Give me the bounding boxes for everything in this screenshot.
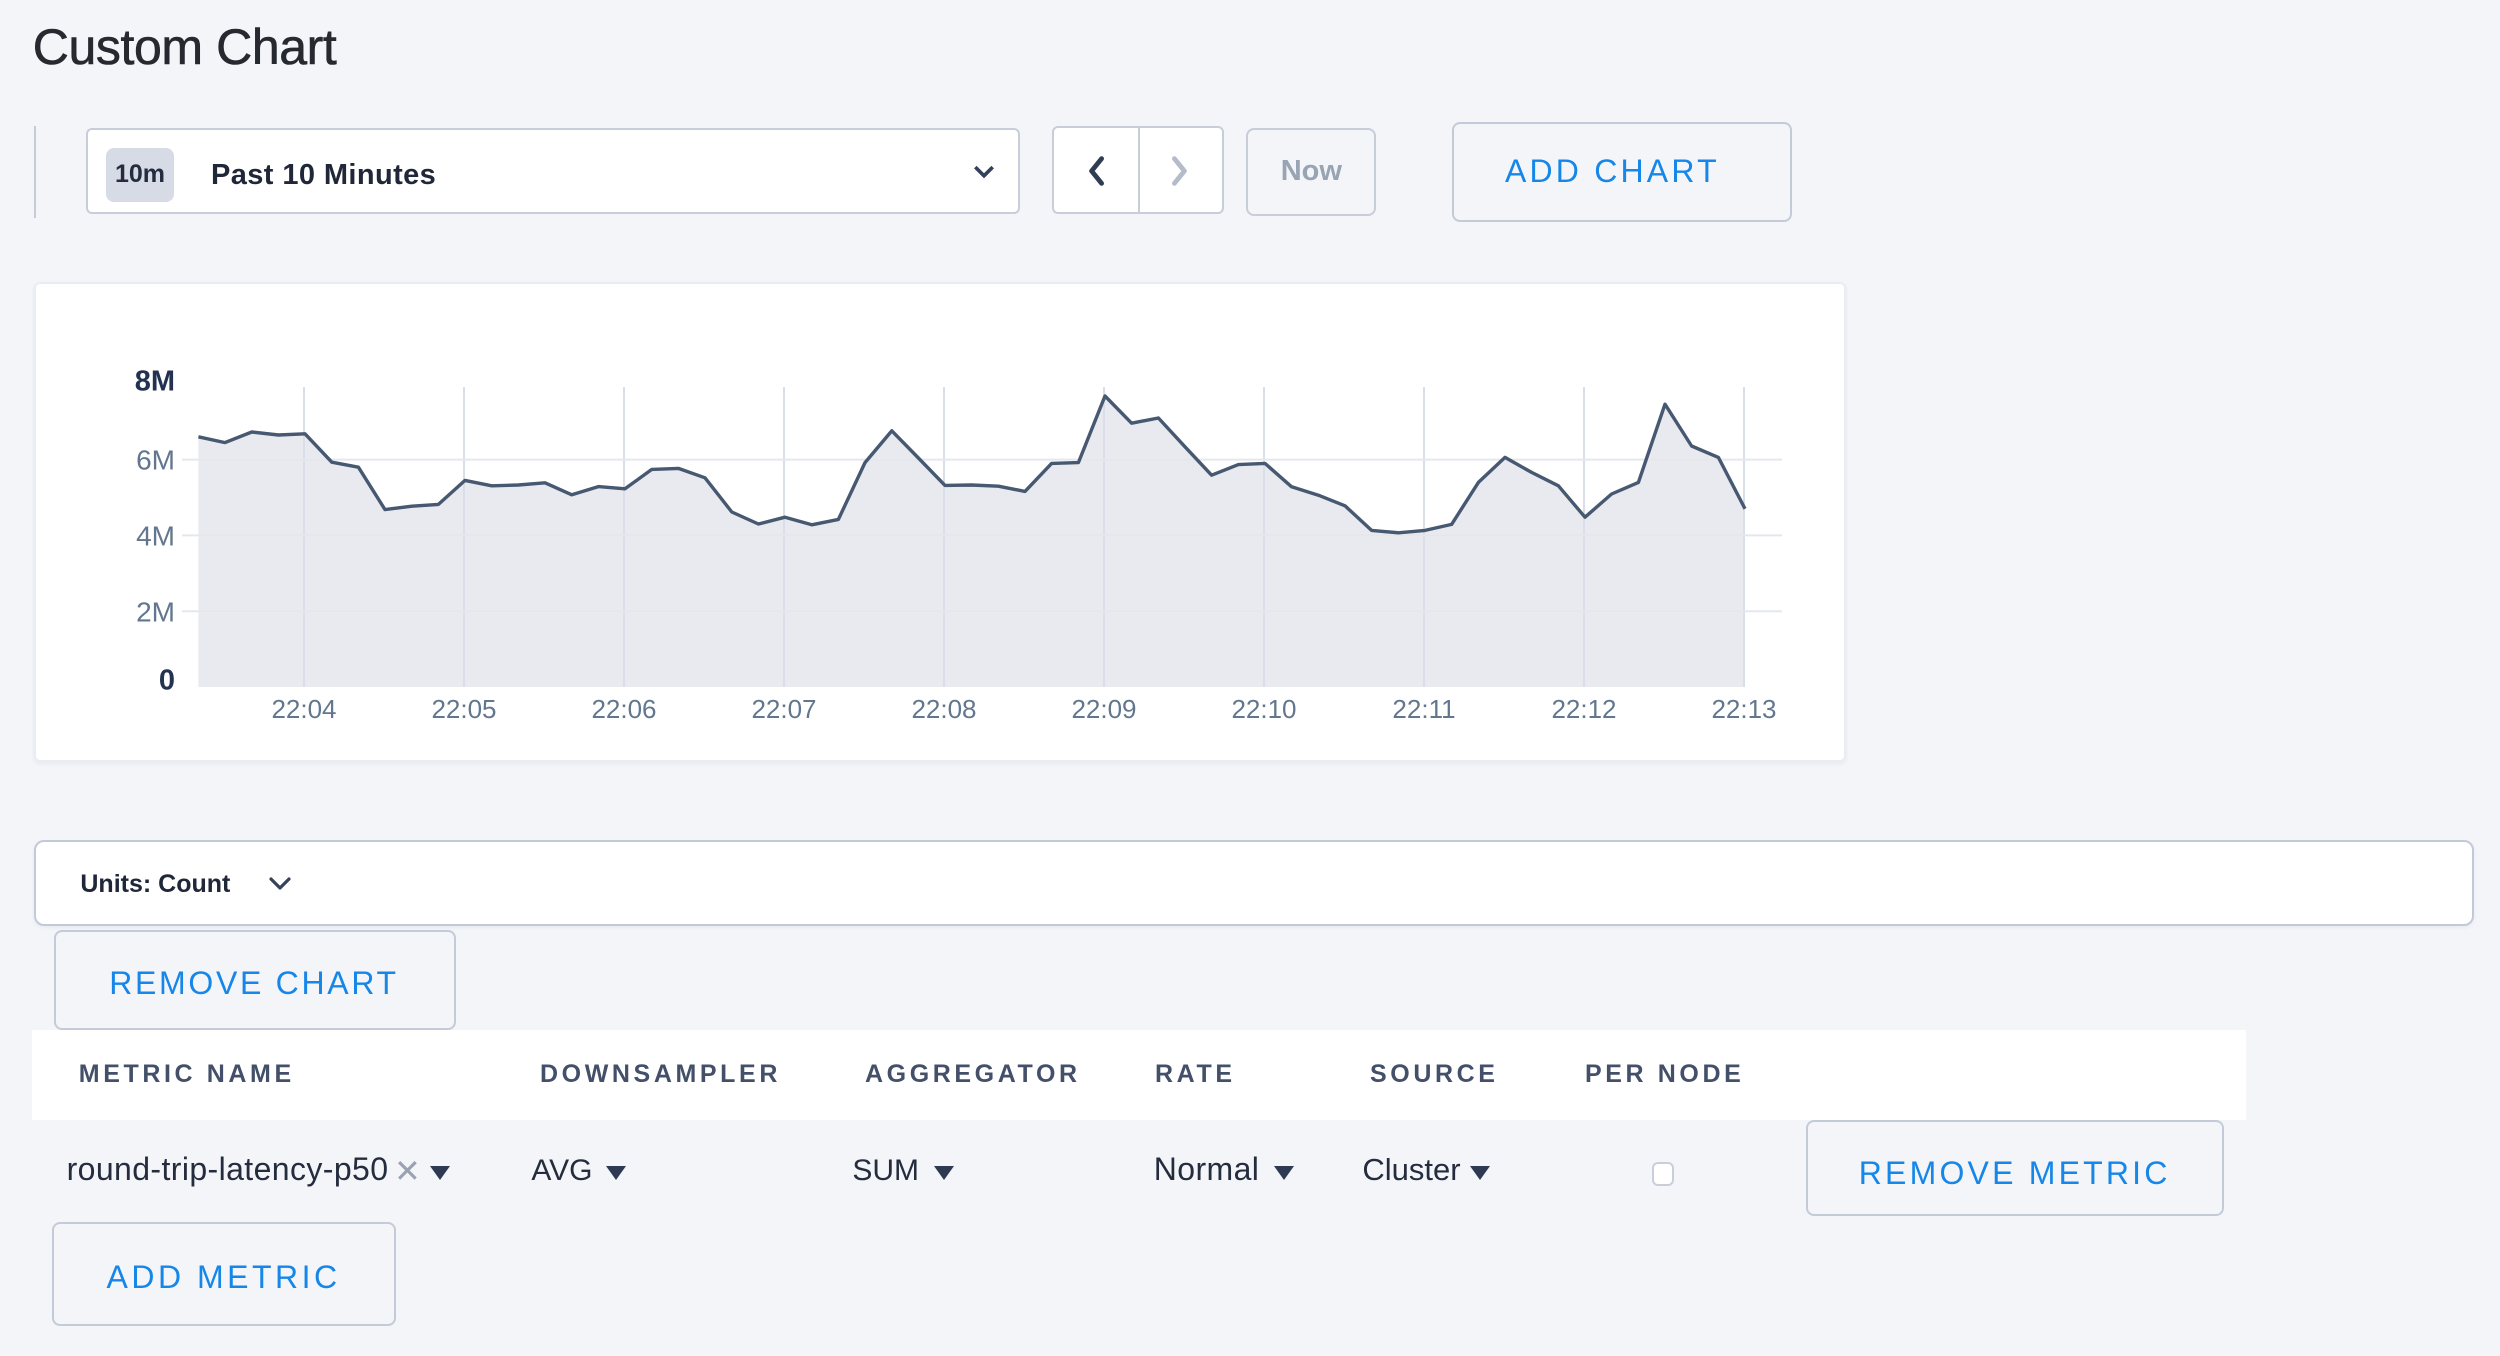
- svg-text:0: 0: [158, 664, 174, 696]
- svg-text:22:12: 22:12: [1550, 693, 1615, 723]
- svg-text:8M: 8M: [134, 364, 174, 396]
- svg-text:6M: 6M: [135, 444, 174, 475]
- svg-text:22:09: 22:09: [1070, 693, 1135, 723]
- svg-text:22:05: 22:05: [430, 693, 495, 723]
- svg-text:22:11: 22:11: [1391, 693, 1454, 723]
- svg-text:22:08: 22:08: [910, 693, 975, 723]
- svg-text:22:07: 22:07: [750, 693, 815, 723]
- svg-text:22:04: 22:04: [270, 693, 335, 723]
- svg-text:4M: 4M: [135, 520, 174, 551]
- svg-text:2M: 2M: [135, 595, 174, 626]
- svg-text:22:10: 22:10: [1230, 693, 1295, 723]
- svg-text:22:06: 22:06: [590, 693, 655, 723]
- svg-text:22:13: 22:13: [1710, 693, 1775, 723]
